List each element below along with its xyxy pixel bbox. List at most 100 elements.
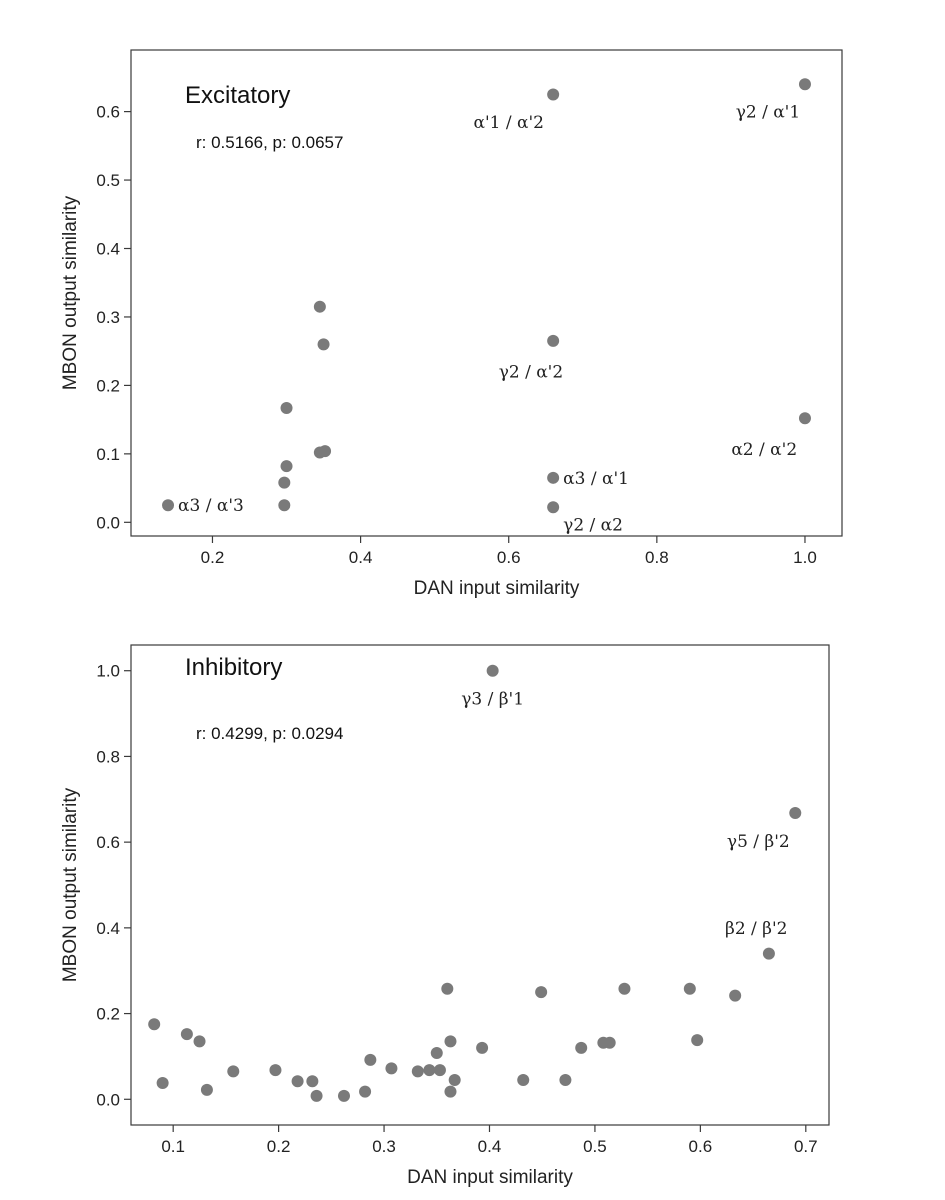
y-tick-label: 0.8	[96, 747, 120, 766]
point-label: β2 / β'2	[725, 919, 788, 939]
data-point	[317, 338, 330, 351]
data-point	[337, 1089, 350, 1102]
x-tick: 0.6	[497, 536, 521, 567]
data-point	[200, 1083, 213, 1096]
data-point	[364, 1053, 377, 1066]
y-tick: 0.4	[96, 240, 131, 259]
data-point	[547, 88, 560, 101]
data-point	[148, 1018, 161, 1031]
y-tick-label: 0.2	[96, 1005, 120, 1024]
point-label: γ2 / α'1	[736, 103, 800, 123]
y-tick-label: 0.5	[96, 171, 120, 190]
data-point	[280, 460, 293, 473]
data-point	[411, 1065, 424, 1078]
y-tick: 0.5	[96, 171, 131, 190]
x-tick: 0.4	[478, 1125, 502, 1156]
data-point	[729, 989, 742, 1002]
y-tick-label: 0.6	[96, 103, 120, 122]
data-point	[227, 1065, 240, 1078]
data-point	[517, 1074, 530, 1086]
data-point	[180, 1028, 193, 1041]
data-point	[547, 501, 560, 514]
point-label: γ5 / β'2	[727, 832, 790, 852]
y-tick-label: 0.6	[96, 833, 120, 852]
x-tick-label: 1.0	[793, 548, 817, 567]
x-tick: 0.2	[201, 536, 225, 567]
x-tick-label: 0.1	[161, 1137, 185, 1156]
data-point	[193, 1035, 206, 1048]
data-point	[269, 1064, 282, 1077]
x-tick-label: 0.4	[478, 1137, 502, 1156]
data-point	[683, 982, 696, 995]
data-point	[310, 1089, 323, 1102]
y-tick: 0.4	[96, 919, 131, 938]
point-label: α'1 / α'2	[473, 113, 543, 133]
x-tick-label: 0.6	[497, 548, 521, 567]
y-tick-label: 0.3	[96, 308, 120, 327]
data-point	[278, 476, 291, 489]
data-point	[385, 1062, 398, 1075]
data-point	[162, 499, 175, 512]
data-point	[762, 947, 775, 960]
y-axis-label: MBON output similarity	[60, 787, 81, 982]
data-point	[603, 1036, 616, 1049]
x-tick-label: 0.2	[267, 1137, 291, 1156]
y-tick: 0.8	[96, 747, 131, 766]
data-point	[798, 78, 811, 91]
y-tick: 0.6	[96, 103, 131, 122]
data-point	[433, 1064, 446, 1077]
data-point	[575, 1041, 588, 1054]
data-point	[319, 445, 332, 458]
x-tick: 0.2	[267, 1125, 291, 1156]
data-point	[486, 664, 499, 677]
point-label: α3 / α'1	[563, 469, 629, 489]
x-axis-label: DAN input similarity	[414, 578, 580, 599]
x-tick: 0.4	[349, 536, 373, 567]
x-tick: 1.0	[793, 536, 817, 567]
y-tick-label: 0.2	[96, 376, 120, 395]
point-label: γ3 / β'1	[461, 690, 524, 710]
y-tick-label: 0.4	[96, 919, 120, 938]
correlation-annotation: r: 0.5166, p: 0.0657	[196, 133, 343, 152]
data-point	[444, 1035, 457, 1048]
data-point	[535, 986, 548, 999]
scatter-panel-1: 0.2 0.4 0.6 0.8 1.0 0.0 0.1 0.2 0.3 0.4 0.5 0.6 DAN …	[60, 49, 843, 599]
data-point	[423, 1064, 436, 1077]
data-point	[547, 471, 560, 484]
x-tick-label: 0.2	[201, 548, 225, 567]
point-label: α2 / α'2	[731, 440, 797, 460]
data-point	[441, 982, 454, 995]
panel-title: Inhibitory	[185, 654, 282, 681]
panel-title: Excitatory	[185, 82, 290, 109]
y-tick: 0.3	[96, 308, 131, 327]
data-point	[156, 1077, 169, 1089]
x-tick: 0.3	[372, 1125, 396, 1156]
x-tick-label: 0.8	[645, 548, 669, 567]
y-tick: 0.6	[96, 833, 131, 852]
scatter-panel-2: 0.1 0.2 0.3 0.4 0.5 0.6 0.7 0.0 0.2 0.4 0.6 0.8 1.0 D…	[60, 644, 830, 1188]
y-axis-label: MBON output similarity	[60, 195, 81, 390]
data-point	[291, 1075, 304, 1088]
point-label: γ2 / α'2	[499, 363, 563, 383]
x-tick-label: 0.4	[349, 548, 373, 567]
data-point	[476, 1041, 489, 1054]
plot-frame	[130, 644, 830, 1126]
data-point	[430, 1047, 443, 1059]
y-tick-label: 1.0	[96, 662, 120, 681]
point-label: γ2 / α2	[563, 515, 623, 535]
x-tick-label: 0.6	[689, 1137, 713, 1156]
y-tick-label: 0.0	[96, 513, 120, 532]
data-point	[547, 334, 560, 347]
y-tick: 0.0	[96, 1090, 131, 1109]
x-tick: 0.8	[645, 536, 669, 567]
y-tick: 0.1	[96, 445, 131, 464]
data-point	[313, 300, 326, 313]
x-axis-label: DAN input similarity	[407, 1167, 573, 1188]
data-point	[278, 499, 291, 512]
y-tick: 0.2	[96, 376, 131, 395]
data-point	[691, 1034, 704, 1047]
x-tick-label: 0.7	[794, 1137, 818, 1156]
data-point	[444, 1085, 457, 1098]
x-tick: 0.5	[583, 1125, 607, 1156]
